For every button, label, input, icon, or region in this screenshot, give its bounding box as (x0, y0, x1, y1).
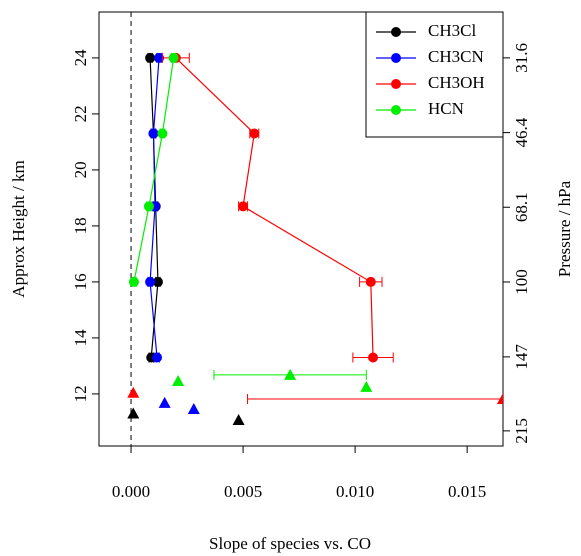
triangle-point (497, 392, 503, 404)
y2-tick-label: 31.6 (512, 43, 531, 73)
y2-tick-label: 147 (512, 344, 531, 370)
y2-tick-label: 100 (512, 269, 531, 295)
point (148, 128, 159, 139)
triangle-point (172, 375, 185, 387)
point (168, 52, 179, 63)
x-tick-label: 0.010 (336, 482, 374, 501)
y-tick-label: 24 (71, 49, 90, 67)
error-bar (247, 393, 503, 404)
point (145, 52, 156, 63)
legend-marker (391, 53, 401, 63)
point (143, 201, 154, 212)
point (238, 201, 249, 212)
y-axis-label: Approx Height / km (9, 160, 28, 297)
y2-tick-label: 215 (512, 418, 531, 444)
point (154, 52, 165, 63)
x-tick-label: 0.015 (448, 482, 486, 501)
x-tick-label: 0.005 (224, 482, 262, 501)
triangle-point (158, 396, 171, 408)
plot-area (127, 52, 503, 425)
y-tick-label: 14 (71, 329, 90, 347)
series-line (175, 57, 374, 358)
triangle-point (187, 403, 200, 415)
y-tick-label: 20 (71, 161, 90, 178)
y2-tick-label: 46.4 (512, 117, 531, 147)
legend-marker (391, 79, 401, 89)
series-line (133, 57, 175, 283)
y-tick-label: 22 (71, 105, 90, 122)
triangle-point (284, 368, 297, 380)
legend-marker (391, 27, 401, 37)
plot-frame (98, 11, 504, 447)
triangle-point (232, 413, 245, 425)
legend-label: CH3OH (428, 73, 485, 92)
point (249, 128, 260, 139)
y-tick-label: 18 (71, 217, 90, 234)
point (368, 352, 379, 363)
point (365, 276, 376, 287)
point (145, 276, 156, 287)
x-axis-label: Slope of species vs. CO (209, 534, 371, 553)
y2-tick-label: 68.1 (512, 192, 531, 222)
y-tick-label: 16 (71, 273, 90, 290)
y-tick-label: 12 (71, 385, 90, 402)
point (157, 128, 168, 139)
point (152, 276, 163, 287)
legend-label: CH3CN (428, 47, 484, 66)
y2-axis-label: Pressure / hPa (555, 180, 574, 277)
legend: CH3Cl CH3CN CH3OH HCN (365, 11, 504, 138)
legend-box (365, 11, 504, 138)
point (152, 352, 163, 363)
point (128, 276, 139, 287)
triangle-point (127, 407, 140, 419)
triangle-point (360, 380, 373, 392)
legend-marker (391, 105, 401, 115)
triangle-point (127, 386, 140, 398)
legend-label: HCN (428, 99, 464, 118)
x-tick-label: 0.000 (112, 482, 150, 501)
legend-label: CH3Cl (428, 21, 476, 40)
